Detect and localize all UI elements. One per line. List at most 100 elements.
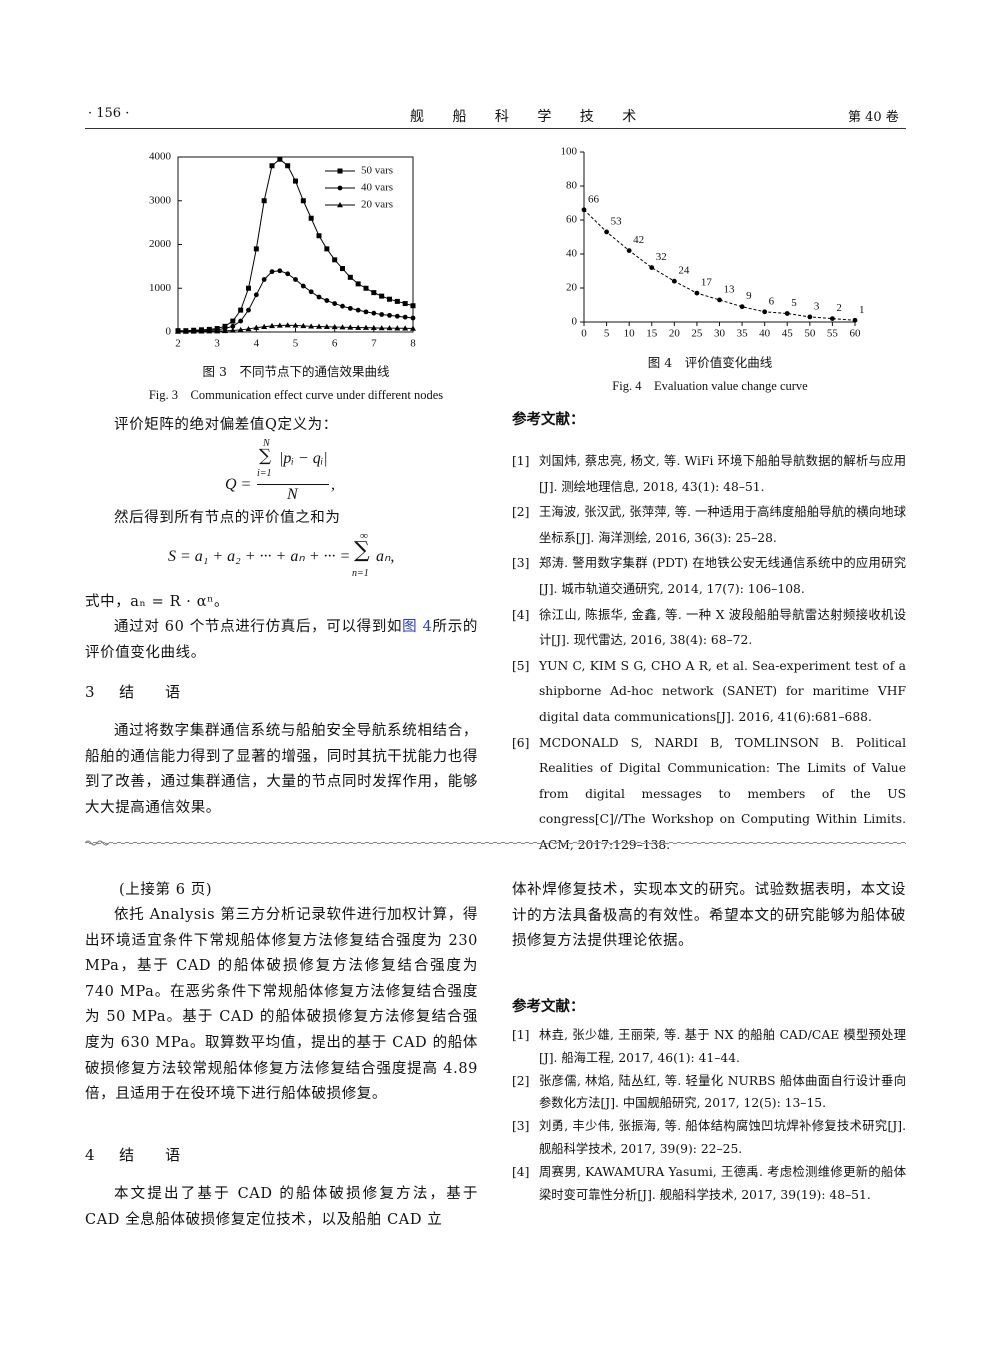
marker (323, 323, 330, 329)
formula-q: Q = N ∑ i=1 |pᵢ − qᵢ| N , (225, 438, 425, 508)
formula-text: i=1 (257, 468, 272, 479)
reference-label: [6] (512, 735, 530, 750)
marker (410, 303, 416, 309)
continued-note: (上接第 6 页) (119, 882, 213, 898)
marker (269, 163, 275, 169)
marker (581, 207, 587, 213)
figure-caption: 图 3 不同节点下的通信效果曲线 (202, 364, 390, 379)
x-tick-label: 0 (581, 328, 587, 340)
marker (269, 269, 275, 275)
marker (214, 328, 221, 334)
fraction-bar (257, 484, 329, 485)
marker (308, 289, 314, 295)
marker (324, 298, 330, 303)
wave-line (85, 842, 906, 844)
paragraph: 然后得到所有节点的评价值之和为 (114, 510, 341, 526)
marker (852, 317, 858, 323)
marker (261, 198, 267, 204)
x-tick-label: 15 (646, 328, 658, 340)
paragraph: 评价矩阵的绝对偏差值Q定义为： (114, 417, 338, 433)
marker (253, 246, 259, 252)
reference-text: 刘国炜, 蔡忠亮, 杨文, 等. WiFi 环境下船舶导航数据的解析与应用[J]… (539, 454, 906, 494)
figure-4-chart: 0 5 10 15 20 25 30 35 40 45 50 55 600204060801006653… (561, 146, 865, 340)
legend-label: 40 vars (361, 182, 393, 194)
figure-caption: 图 4 评价值变化曲线 (647, 355, 773, 370)
marker (378, 325, 385, 331)
marker (229, 327, 236, 333)
x-tick-label: 7 (371, 338, 377, 350)
reference-item: [4] 徐江山, 陈振华, 金鑫, 等. 一种 X 波段船舶导航雷达射频接收机设计… (512, 603, 906, 654)
figure-link[interactable]: 图 4 (402, 619, 433, 635)
section-title: 结 语 (119, 683, 189, 701)
marker (337, 202, 343, 208)
marker (379, 312, 385, 317)
separator (85, 840, 906, 846)
marker (246, 307, 251, 313)
marker (347, 305, 353, 311)
y-tick-label: 3000 (149, 194, 172, 206)
data-label: 6 (769, 295, 775, 307)
marker (277, 156, 283, 162)
reference-item: [1] 刘国炜, 蔡忠亮, 杨文, 等. WiFi 环境下船舶导航数据的解析与应用… (512, 449, 906, 500)
formula-text: S = a₁ + a₂ + ··· + aₙ + ··· = (168, 548, 351, 565)
formula-text: N (263, 438, 270, 449)
marker (269, 322, 275, 329)
marker (386, 325, 393, 331)
reference-item: [3] 刘勇, 丰少伟, 张振海, 等. 船体结构腐蚀凹坑焊补修复技术研究[J].… (512, 1115, 906, 1161)
marker (340, 266, 345, 272)
marker (739, 304, 745, 310)
y-tick-label: 4000 (149, 151, 172, 163)
marker (190, 328, 197, 334)
x-tick-label: 3 (214, 338, 220, 350)
marker (293, 277, 298, 282)
section-heading: 4 结 语 (85, 1143, 188, 1169)
reference-text: 郑涛. 警用数字集群 (PDT) 在地铁公安无线通信系统中的应用研究[J]. 城… (539, 556, 906, 596)
marker (370, 324, 377, 331)
page-number: · 156 · (88, 106, 130, 121)
marker (300, 322, 307, 329)
paragraph: 通过对 60 个节点进行仿真后，可以得到如图 4所示的评价值变化曲线。 (85, 615, 478, 666)
header-rule (85, 128, 906, 129)
marker (324, 246, 330, 252)
marker (285, 271, 291, 277)
reference-label: [4] (512, 607, 530, 622)
formula-text: , (331, 476, 335, 493)
marker (717, 297, 722, 303)
x-tick-label: 25 (691, 328, 703, 340)
reference-label: [3] (512, 1119, 530, 1134)
marker (300, 198, 306, 204)
volume: 第 40 卷 (848, 110, 899, 125)
marker (238, 318, 244, 324)
marker (261, 277, 267, 282)
formula-text: aₙ, (376, 548, 395, 565)
journal-name: 舰 船 科 学 技 术 (410, 109, 649, 125)
x-tick-label: 30 (714, 328, 726, 340)
marker (402, 301, 408, 307)
marker (402, 325, 409, 331)
marker (182, 328, 189, 334)
marker (246, 285, 251, 291)
data-label: 13 (724, 283, 736, 295)
reference-text: 张彦儒, 林焰, 陆丛红, 等. 轻量化 NURBS 船体曲面自行设计垂向参数化… (539, 1073, 906, 1111)
marker (237, 326, 244, 333)
marker (285, 163, 291, 169)
reference-item: [1] 林垚, 张少雄, 王丽荣, 等. 基于 NX 的船舶 CAD/CAE 模型… (512, 1024, 906, 1070)
x-tick-label: 60 (850, 328, 862, 340)
marker (387, 296, 392, 302)
data-label: 66 (588, 193, 600, 205)
formula-s: S = a₁ + a₂ + ··· + aₙ + ··· = ∞ ∑ n=1 a… (168, 530, 448, 590)
marker (626, 248, 632, 253)
marker (347, 324, 354, 330)
formula-text: |pᵢ − qᵢ| (279, 450, 328, 467)
marker (316, 294, 322, 300)
references: 参考文献： [1] 刘国炜, 蔡忠亮, 杨文, 等. WiFi 环境下船舶导航数据… (512, 408, 906, 859)
marker (332, 301, 338, 306)
figure-3-chart: 2 3 4 5 6 7 8 0 1000 2000 3000 4000 50 vars 40 vars 20… (149, 151, 416, 350)
reference-item: [4] 周赛男, KAWAMURA Yasumi, 王德禹. 考虑检测维修更新的船… (512, 1161, 906, 1207)
marker (355, 307, 361, 313)
marker (694, 290, 700, 296)
marker (222, 327, 228, 334)
data-label: 9 (746, 290, 752, 302)
marker (340, 303, 345, 309)
reference-label: [5] (512, 658, 530, 673)
